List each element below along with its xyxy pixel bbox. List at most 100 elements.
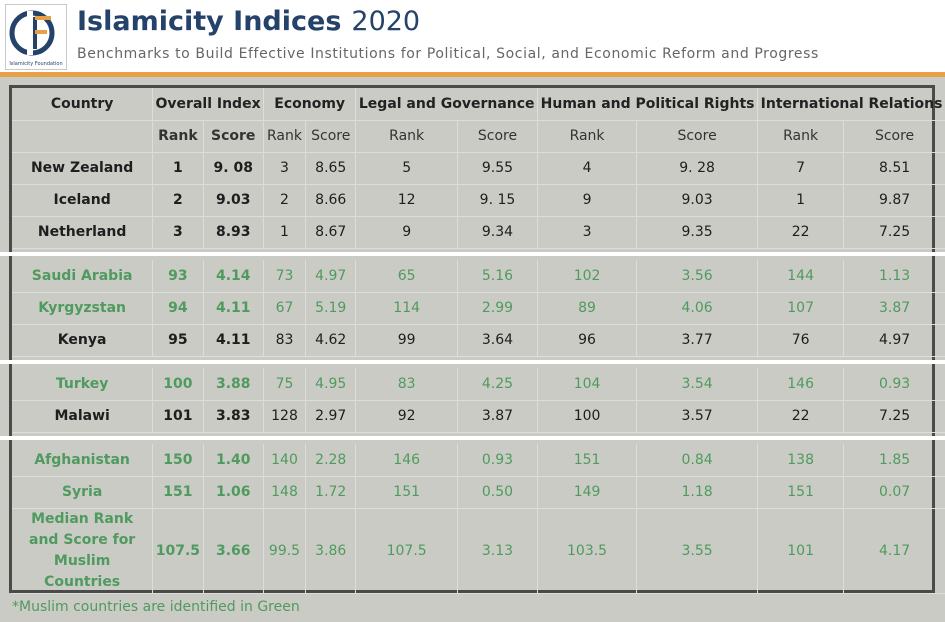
score-cell: 4.14 [203, 260, 264, 293]
score-cell: 8.93 [203, 216, 264, 249]
rank-cell: 144 [757, 260, 845, 293]
rank-cell: 94 [152, 292, 204, 325]
rank-cell: 83 [355, 368, 458, 401]
header-human-political-rights: Human and Political Rights [537, 88, 759, 121]
rank-cell: 151 [757, 476, 845, 509]
svg-text:Islamicity Foundation: Islamicity Foundation [9, 61, 62, 67]
score-cell: 9.34 [457, 216, 539, 249]
country-cell: Malawi [12, 400, 154, 433]
rank-cell: 22 [757, 216, 845, 249]
rank-cell: 128 [263, 400, 307, 433]
country-cell: Syria [12, 476, 154, 509]
table-row: Kyrgyzstan 94 4.11 67 5.19 114 2.99 89 4.06 107 3.… [12, 292, 945, 325]
rank-cell: 3 [537, 216, 638, 249]
header-accent-bar [0, 72, 945, 77]
score-cell: 4.97 [843, 324, 945, 357]
rank-cell: 1 [263, 216, 307, 249]
group-separator [0, 356, 945, 368]
score-cell: 7.25 [843, 216, 945, 249]
score-cell: 3.87 [843, 292, 945, 325]
score-cell: 2.28 [305, 444, 357, 477]
rank-cell: 5 [355, 152, 458, 185]
score-cell: 8.67 [305, 216, 357, 249]
score-cell: 1.06 [203, 476, 264, 509]
rank-cell: 3 [263, 152, 307, 185]
score-cell: 8.51 [843, 152, 945, 185]
score-cell: 5.16 [457, 260, 539, 293]
page-title: Islamicity Indices 2020 [77, 6, 420, 37]
rank-cell: 67 [263, 292, 307, 325]
rank-cell: 150 [152, 444, 204, 477]
group-separator [0, 432, 945, 444]
rank-cell: 151 [152, 476, 204, 509]
table-row: Afghanistan 150 1.40 140 2.28 146 0.93 151 0.84 1… [12, 444, 945, 477]
score-cell: 3.56 [636, 260, 759, 293]
rank-cell: 99 [355, 324, 458, 357]
score-cell: 3.57 [636, 400, 759, 433]
page-subtitle: Benchmarks to Build Effective Institutio… [77, 46, 819, 62]
score-cell: 0.93 [457, 444, 539, 477]
subheader-score: Score [457, 120, 539, 153]
rank-cell: 96 [537, 324, 638, 357]
country-cell: Kyrgyzstan [12, 292, 154, 325]
rank-cell: 2 [263, 184, 307, 217]
subheader-rank: Rank [757, 120, 845, 153]
rank-cell: 148 [263, 476, 307, 509]
rank-cell: 103.5 [537, 508, 638, 594]
table-row: Iceland 2 9.03 2 8.66 12 9. 15 9 9.03 1 9.87 [12, 184, 945, 217]
rank-cell: 140 [263, 444, 307, 477]
rank-cell: 138 [757, 444, 845, 477]
group-separator [0, 248, 945, 260]
score-cell: 8.65 [305, 152, 357, 185]
score-cell: 0.84 [636, 444, 759, 477]
score-cell: 2.97 [305, 400, 357, 433]
score-cell: 3.66 [203, 508, 264, 594]
rank-cell: 65 [355, 260, 458, 293]
header-economy: Economy [263, 88, 357, 121]
country-cell: Iceland [12, 184, 154, 217]
score-cell: 3.13 [457, 508, 539, 594]
score-cell: 4.97 [305, 260, 357, 293]
subheader-rank: Rank [537, 120, 638, 153]
separator-line [0, 252, 945, 257]
rank-cell: 83 [263, 324, 307, 357]
rank-cell: 9 [355, 216, 458, 249]
subheader-score: Score [305, 120, 357, 153]
score-cell: 0.93 [843, 368, 945, 401]
subheader-score: Score [636, 120, 759, 153]
rank-cell: 7 [757, 152, 845, 185]
rank-cell: 146 [355, 444, 458, 477]
rank-cell: 76 [757, 324, 845, 357]
islamicity-foundation-logo: Islamicity Foundation [5, 4, 67, 70]
score-cell: 2.99 [457, 292, 539, 325]
rank-cell: 104 [537, 368, 638, 401]
subheader-score: Score [203, 120, 264, 153]
rank-cell: 3 [152, 216, 204, 249]
separator-line [0, 360, 945, 365]
table-row: New Zealand 1 9. 08 3 8.65 5 9.55 4 9. 28 7 8.51 [12, 152, 945, 185]
rank-cell: 1 [757, 184, 845, 217]
score-cell: 5.19 [305, 292, 357, 325]
score-cell: 9.55 [457, 152, 539, 185]
separator-line [0, 436, 945, 441]
country-cell: Netherland [12, 216, 154, 249]
country-cell: Saudi Arabia [12, 260, 154, 293]
score-cell: 3.87 [457, 400, 539, 433]
country-cell: Afghanistan [12, 444, 154, 477]
score-cell: 9.03 [203, 184, 264, 217]
islamicity-indices-table: Country Overall Index Economy Legal and … [0, 88, 945, 594]
score-cell: 9. 08 [203, 152, 264, 185]
rank-cell: 95 [152, 324, 204, 357]
rank-cell: 99.5 [263, 508, 307, 594]
score-cell: 4.11 [203, 292, 264, 325]
score-cell: 4.62 [305, 324, 357, 357]
rank-cell: 4 [537, 152, 638, 185]
rank-cell: 73 [263, 260, 307, 293]
score-cell: 1.18 [636, 476, 759, 509]
score-cell: 9.03 [636, 184, 759, 217]
score-cell: 1.85 [843, 444, 945, 477]
rank-cell: 151 [537, 444, 638, 477]
score-cell: 3.55 [636, 508, 759, 594]
table-subheader-row: Rank Score Rank Score Rank Score Rank Sc… [12, 120, 945, 153]
table-row: Saudi Arabia 93 4.14 73 4.97 65 5.16 102 3.56 144… [12, 260, 945, 293]
